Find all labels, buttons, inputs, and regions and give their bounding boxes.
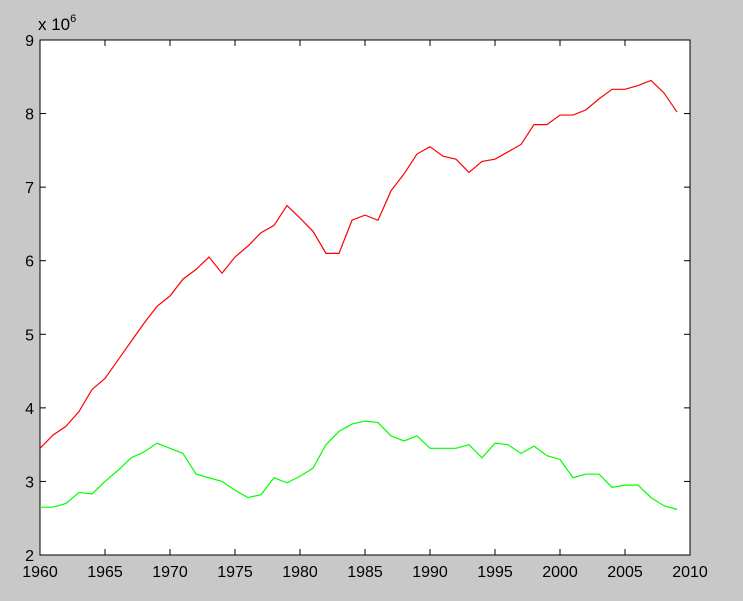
y-axis: 2 3 4 5 6 7 8 9	[25, 33, 690, 565]
x-tick-label: 1970	[152, 564, 188, 581]
x-tick-label: 1985	[347, 564, 383, 581]
series-group	[39, 79, 678, 510]
y-tick-label: 5	[25, 327, 34, 344]
series-line-2	[40, 420, 678, 510]
x-tick-label: 1980	[282, 564, 318, 581]
y-multiplier-label: x 106	[38, 13, 76, 34]
x-tick-label: 1995	[477, 564, 513, 581]
y-tick-label: 7	[25, 180, 34, 197]
x-tick-label: 1965	[87, 564, 123, 581]
y-tick-label: 6	[25, 254, 34, 271]
x-tick-label: 2010	[672, 564, 708, 581]
y-multiplier-base: x 10	[38, 15, 70, 34]
x-tick-label: 1990	[412, 564, 448, 581]
y-tick-label: 9	[25, 33, 34, 50]
y-tick-label: 8	[25, 107, 34, 124]
x-axis: 1960 1965 1970 1975 1980 1985 1990 1995 2000 2005…	[22, 40, 708, 581]
series-line-1	[39, 79, 678, 449]
y-multiplier-exponent: 6	[70, 13, 76, 25]
x-tick-label: 2000	[542, 564, 578, 581]
y-tick-label: 4	[25, 401, 34, 418]
plot-area	[39, 39, 691, 556]
y-tick-label: 2	[25, 548, 34, 565]
y-tick-label: 3	[25, 474, 34, 491]
x-tick-label: 2005	[607, 564, 643, 581]
x-tick-label: 1975	[217, 564, 253, 581]
x-tick-label: 1960	[22, 564, 58, 581]
